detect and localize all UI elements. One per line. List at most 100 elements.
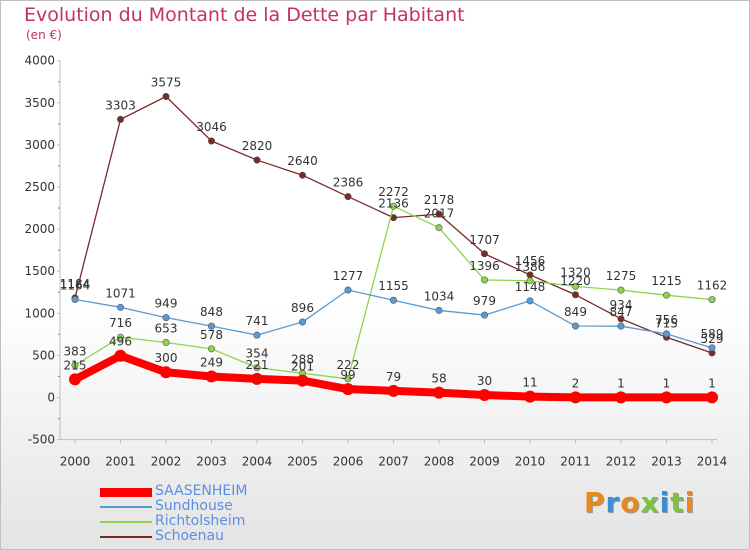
data-label: 1162 xyxy=(697,279,728,293)
data-label: 756 xyxy=(655,313,678,327)
y-tick-label: 2000 xyxy=(24,222,55,236)
data-label: 949 xyxy=(155,297,178,311)
y-tick-label: 4000 xyxy=(24,54,55,68)
data-label: 1707 xyxy=(469,233,500,247)
data-point xyxy=(662,330,670,338)
data-point xyxy=(571,322,579,330)
data-label: 589 xyxy=(701,327,724,341)
x-tick-label: 2007 xyxy=(378,455,409,469)
data-label: 300 xyxy=(155,351,178,365)
data-point xyxy=(433,386,445,399)
data-point xyxy=(253,364,261,372)
data-point xyxy=(71,295,79,303)
y-tick-label: 2500 xyxy=(24,180,55,194)
data-point xyxy=(117,333,125,341)
data-point xyxy=(162,92,170,100)
data-point xyxy=(571,282,579,290)
x-tick-label: 2006 xyxy=(333,455,364,469)
data-label: 1396 xyxy=(469,259,500,273)
chart-unit: (en €) xyxy=(26,28,62,42)
legend-label: Schoenau xyxy=(155,528,224,544)
y-tick-label: 3000 xyxy=(24,138,55,152)
proxiti-logo: Proxiti xyxy=(584,486,696,519)
data-label: 1320 xyxy=(560,265,591,279)
data-point xyxy=(480,250,488,258)
data-point xyxy=(298,171,306,179)
data-point xyxy=(480,311,488,319)
x-tick-label: 2000 xyxy=(60,455,91,469)
data-point xyxy=(617,322,625,330)
data-label: 896 xyxy=(291,301,314,315)
legend-label: Sundhouse xyxy=(155,498,233,514)
data-point xyxy=(571,291,579,299)
data-point xyxy=(526,297,534,305)
data-label: 848 xyxy=(200,305,223,319)
data-label: 99 xyxy=(340,368,355,382)
data-point xyxy=(617,286,625,294)
data-label: 1155 xyxy=(378,279,409,293)
data-label: 2386 xyxy=(333,176,364,190)
data-label: 934 xyxy=(610,298,633,312)
data-point xyxy=(435,224,443,232)
data-point xyxy=(162,339,170,347)
data-point xyxy=(208,322,216,330)
data-point xyxy=(117,115,125,123)
x-tick-label: 2002 xyxy=(151,455,182,469)
data-label: 1 xyxy=(663,376,671,390)
chart-title: Evolution du Montant de la Dette par Hab… xyxy=(24,4,465,26)
data-point xyxy=(344,193,352,201)
data-label: 288 xyxy=(291,352,314,366)
data-label: 2136 xyxy=(378,197,409,211)
data-point xyxy=(117,303,125,311)
data-point xyxy=(524,390,536,403)
data-label: 979 xyxy=(473,294,496,308)
y-tick-label: 500 xyxy=(32,348,55,362)
data-label: 79 xyxy=(386,370,401,384)
data-label: 1184 xyxy=(60,277,91,291)
data-label: 1220 xyxy=(560,274,591,288)
data-point xyxy=(253,331,261,339)
data-label: 849 xyxy=(564,305,587,319)
y-tick-label: 3500 xyxy=(24,96,55,110)
legend-label: Richtolsheim xyxy=(155,513,246,529)
data-label: 3046 xyxy=(196,120,227,134)
data-point xyxy=(296,374,309,387)
data-label: 529 xyxy=(701,332,724,346)
data-point xyxy=(208,345,216,353)
data-label: 221 xyxy=(246,358,269,372)
data-point xyxy=(617,315,625,323)
data-point xyxy=(389,202,397,210)
data-label: 653 xyxy=(155,322,178,336)
data-label: 741 xyxy=(246,314,269,328)
legend-label: SAASENHEIM xyxy=(155,483,248,499)
data-point xyxy=(162,314,170,322)
data-label: 11 xyxy=(522,376,537,390)
x-tick-label: 2012 xyxy=(606,455,637,469)
x-tick-label: 2009 xyxy=(469,455,500,469)
data-point xyxy=(662,291,670,299)
legend-swatch xyxy=(100,536,152,538)
data-point xyxy=(205,370,218,383)
data-point xyxy=(478,388,491,401)
data-point xyxy=(344,375,352,383)
data-label: 1215 xyxy=(651,274,682,288)
data-point xyxy=(435,306,443,314)
data-point xyxy=(69,373,81,386)
data-label: 1 xyxy=(617,376,625,390)
legend-swatch xyxy=(100,506,152,508)
data-point xyxy=(708,344,716,352)
data-point xyxy=(706,391,718,404)
data-label: 1164 xyxy=(60,278,91,292)
data-point xyxy=(71,361,79,369)
data-point xyxy=(114,349,127,362)
data-label: 1456 xyxy=(515,254,546,268)
x-tick-label: 2008 xyxy=(424,455,455,469)
data-label: 2017 xyxy=(424,207,455,221)
data-label: 354 xyxy=(246,347,269,361)
data-label: 2272 xyxy=(378,185,409,199)
data-label: 2820 xyxy=(242,139,273,153)
data-label: 3575 xyxy=(151,75,182,89)
data-label: 215 xyxy=(64,358,87,372)
y-tick-label: -500 xyxy=(28,433,55,447)
data-label: 496 xyxy=(109,335,132,349)
